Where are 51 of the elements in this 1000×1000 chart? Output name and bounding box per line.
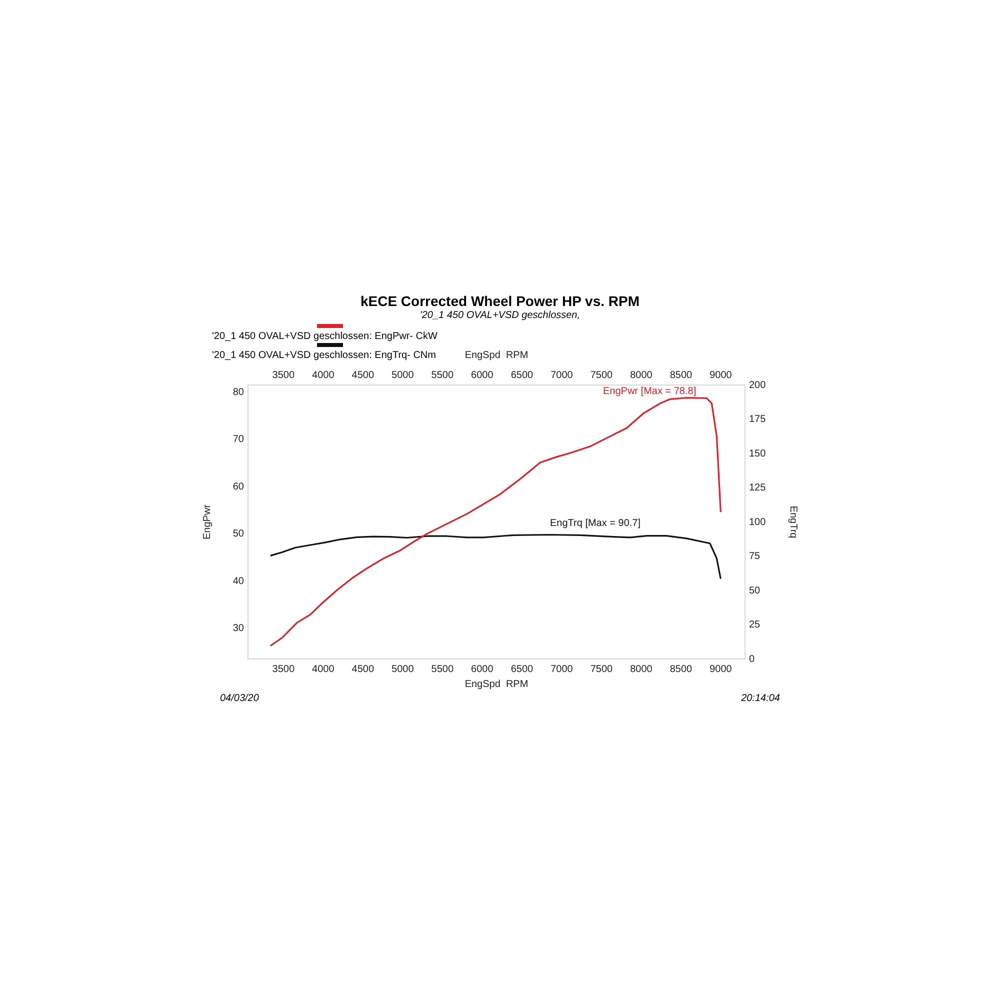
annotation: EngTrq [Max = 90.7]	[550, 518, 641, 529]
x2-tick-label: 4500	[352, 370, 374, 381]
legend-label: '20_1 450 OVAL+VSD geschlossen: EngTrq- CNm	[212, 350, 436, 361]
x-tick-label: 7000	[550, 664, 574, 675]
y2-tick-label: 0	[749, 654, 755, 665]
y-tick-label: 40	[232, 576, 244, 587]
x2-tick-label: 4000	[312, 370, 335, 381]
x-axis-title: EngSpd RPM	[464, 678, 528, 690]
x2-tick-label: 5500	[431, 370, 454, 381]
x-tick-label: 9000	[710, 664, 732, 675]
y2-tick-label: 50	[749, 585, 761, 596]
x-tick-label: 6500	[510, 664, 534, 675]
y-tick-label: 60	[232, 481, 244, 492]
y2-tick-label: 200	[749, 380, 766, 391]
y-tick-label: 80	[232, 386, 244, 398]
y2-tick-label: 75	[749, 551, 761, 562]
text: 04/03/20	[220, 693, 259, 704]
legend-label: '20_1 450 OVAL+VSD geschlossen: EngPwr- CkW	[212, 331, 438, 342]
y2-tick-label: 150	[749, 448, 766, 460]
x-tick-label: 5500	[431, 664, 454, 675]
x-tick-label: 4500	[352, 664, 374, 675]
x-tick-label: 7500	[590, 664, 614, 675]
y-tick-label: 70	[232, 434, 244, 446]
x2-axis-title: EngSpd RPM	[464, 350, 528, 361]
x-tick-label: 3500	[272, 664, 295, 675]
y2-tick-label: 125	[749, 482, 766, 494]
x-tick-label: 8000	[630, 664, 653, 675]
x2-tick-label: 7000	[550, 370, 574, 381]
x2-tick-label: 8000	[630, 370, 653, 381]
y2-axis-title: EngTrq	[787, 506, 798, 538]
x2-tick-label: 6000	[471, 370, 494, 381]
x2-tick-label: 8500	[670, 370, 693, 381]
x2-tick-label: 6500	[510, 370, 534, 381]
annotation: EngPwr [Max = 78.8]	[603, 386, 696, 397]
y-tick-label: 50	[232, 528, 244, 540]
y-tick-label: 30	[232, 623, 244, 634]
x-tick-label: 6000	[471, 664, 494, 675]
y-axis-title: EngPwr	[202, 504, 213, 540]
x-tick-label: 4000	[312, 664, 335, 675]
y2-tick-label: 100	[749, 516, 766, 528]
text: 20:14:04	[741, 693, 780, 704]
y2-tick-label: 175	[749, 414, 766, 425]
chart-title: kECE Corrected Wheel Power HP vs. RPM	[359, 293, 641, 309]
x2-tick-label: 5000	[392, 370, 414, 381]
x-tick-label: 5000	[392, 664, 414, 675]
y2-tick-label: 25	[749, 620, 761, 630]
x2-tick-label: 3500	[272, 370, 295, 381]
x-tick-label: 8500	[670, 664, 693, 675]
x2-tick-label: 9000	[710, 370, 732, 381]
chart-subtitle: '20_1 450 OVAL+VSD geschlossen,	[418, 310, 582, 321]
x2-tick-label: 7500	[590, 370, 614, 381]
